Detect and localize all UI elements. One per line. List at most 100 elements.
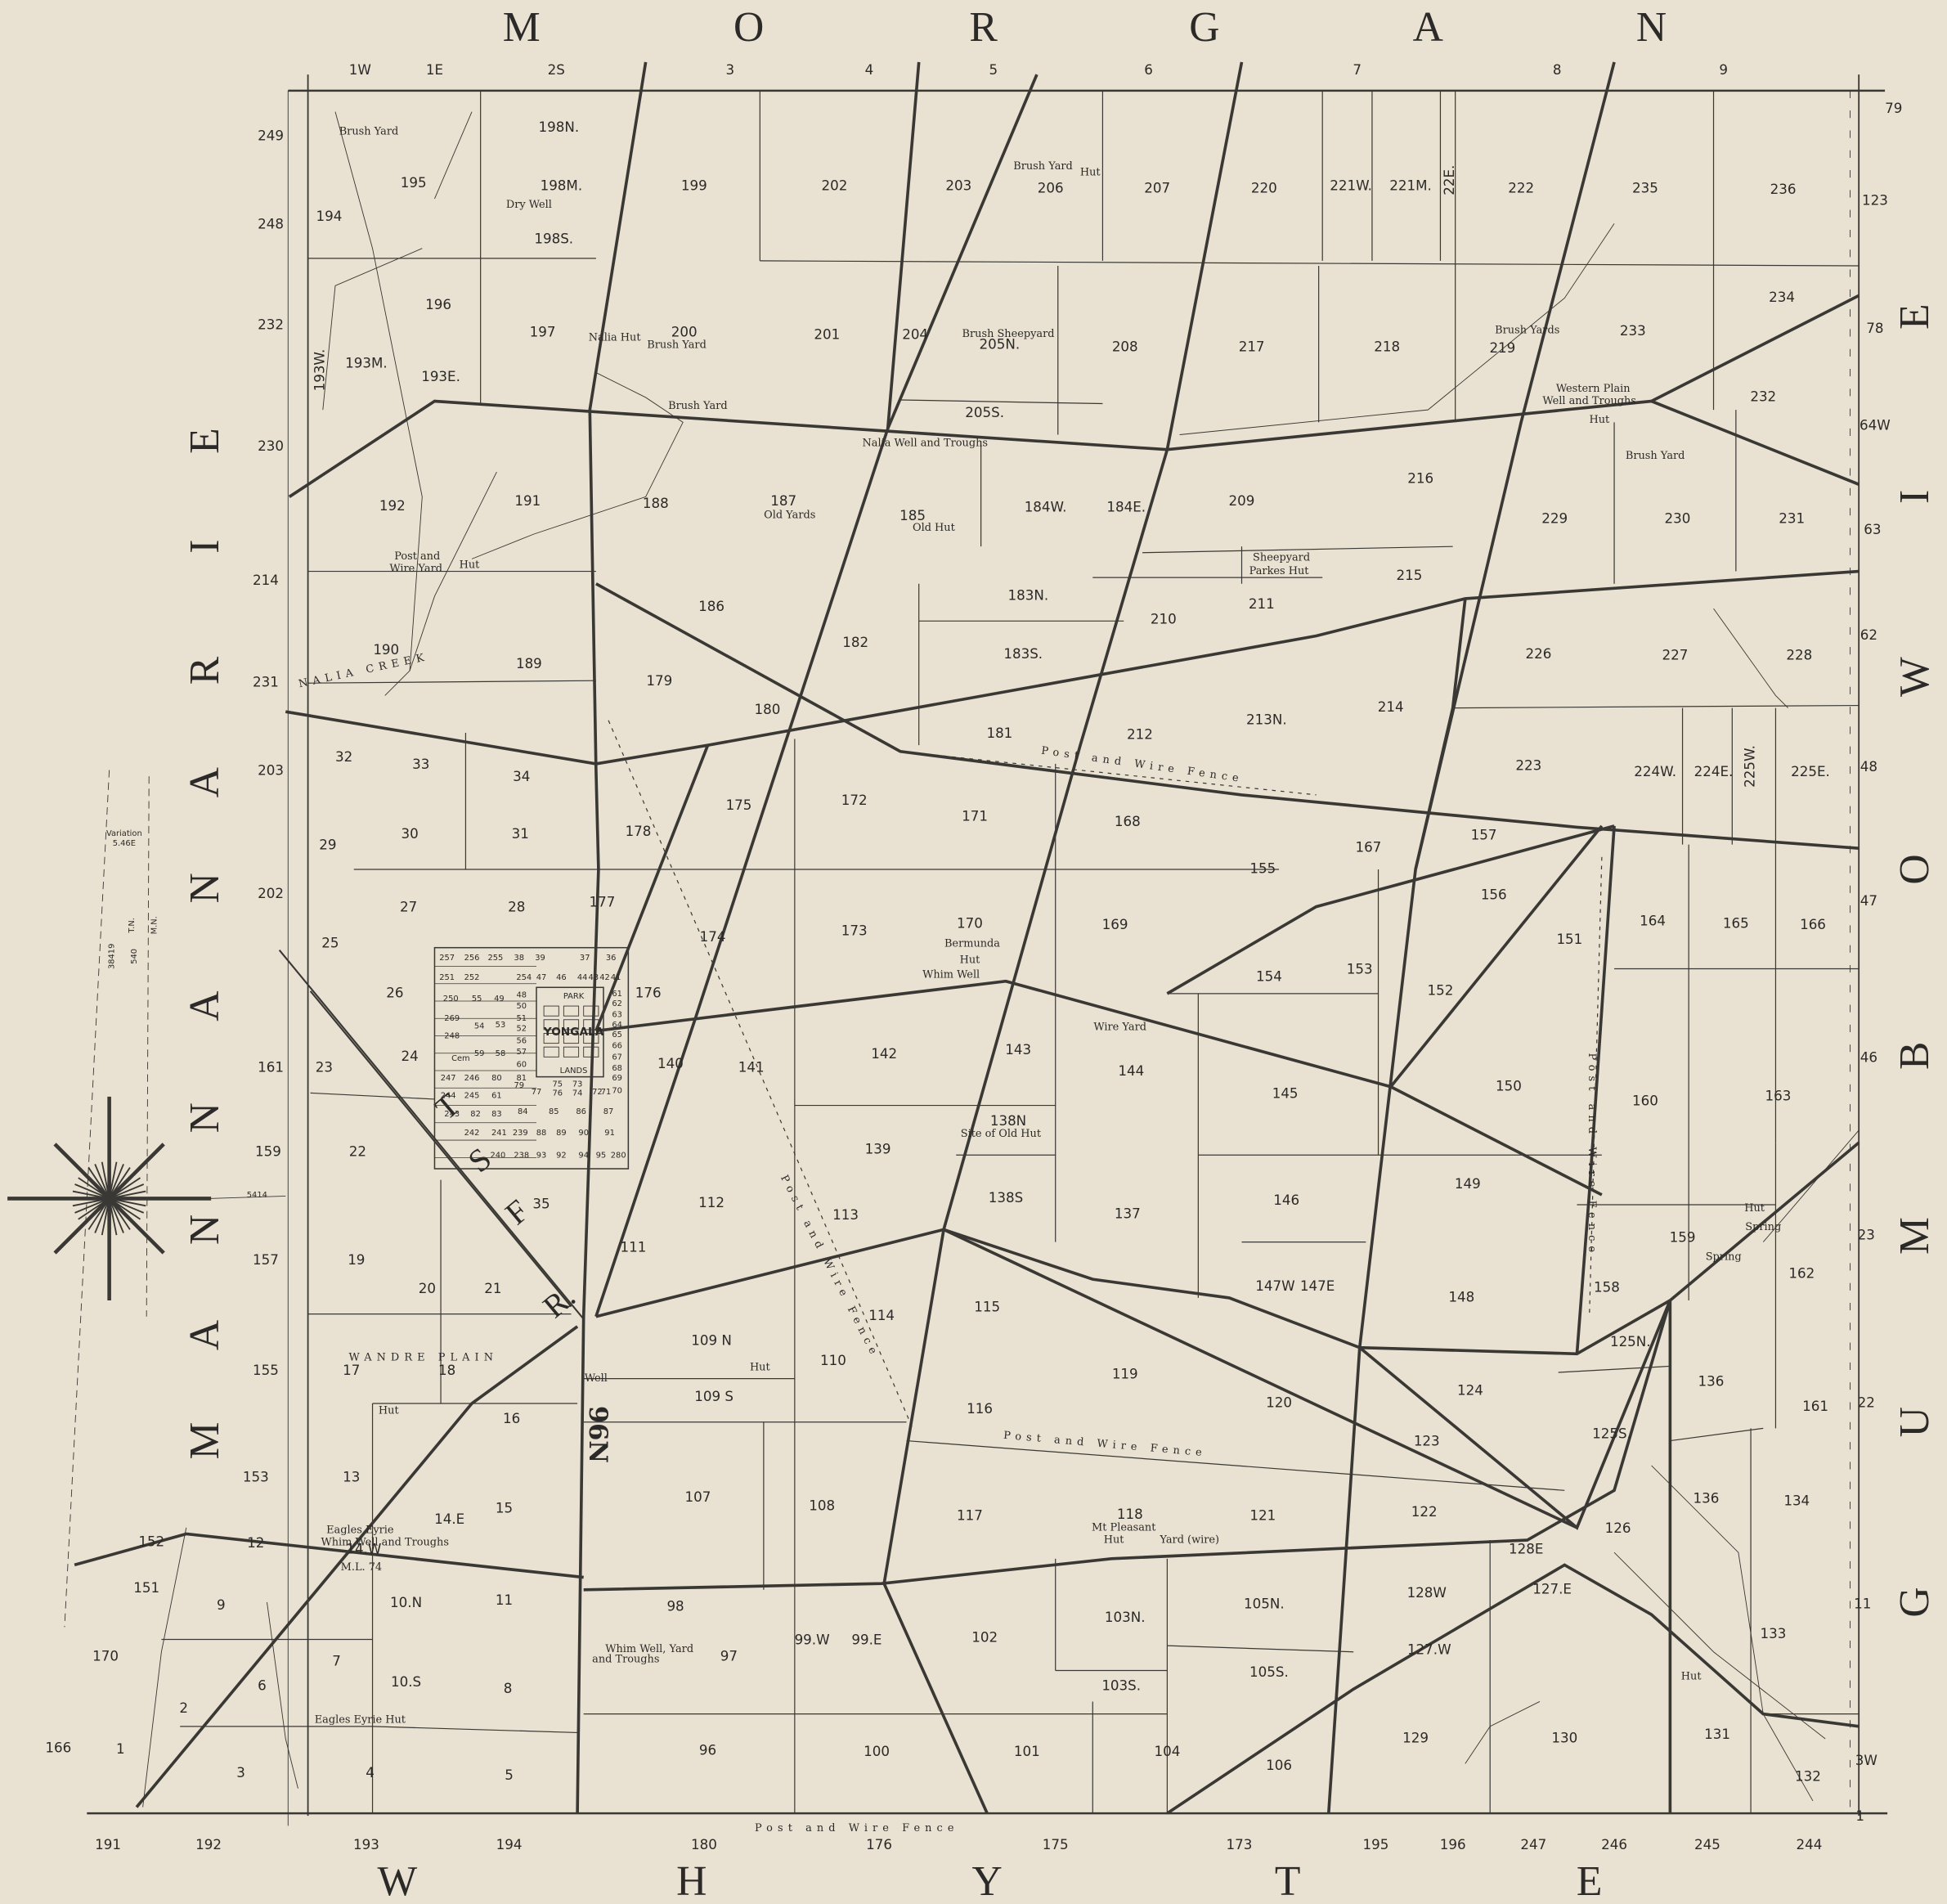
parcel-number: 163 xyxy=(1765,1087,1792,1103)
town-lot-number: 77 xyxy=(532,1088,542,1097)
section-number: 245 xyxy=(1694,1836,1720,1852)
parcel-number: 197 xyxy=(530,323,556,339)
section-number: 166 xyxy=(45,1740,71,1756)
section-number: 22 xyxy=(1858,1394,1875,1411)
town-lot-number: 94 xyxy=(578,1151,589,1160)
parcel-number: 2 xyxy=(179,1700,188,1716)
parcel-number: 155 xyxy=(1249,860,1276,877)
parcel-number: 147E xyxy=(1300,1278,1335,1294)
parcel-number: 202 xyxy=(821,177,847,193)
parcel-number: 35 xyxy=(532,1196,550,1212)
parcel-number: 33 xyxy=(412,756,429,772)
town-lot-number: 46 xyxy=(556,973,567,982)
border-letter: N xyxy=(182,1102,228,1133)
parcel-number: 173 xyxy=(841,922,868,938)
parcel-number: 134 xyxy=(1783,1492,1810,1508)
section-number: 231 xyxy=(253,674,279,690)
parcel-number: 172 xyxy=(841,792,868,808)
parcel-number: 104 xyxy=(1154,1743,1180,1759)
town-lot-number: 60 xyxy=(516,1060,527,1069)
parcel-number: 107 xyxy=(684,1489,711,1505)
parcel-number: 119 xyxy=(1112,1366,1138,1382)
section-number: 151 xyxy=(133,1579,159,1596)
place-label: Whim Well xyxy=(922,969,980,981)
section-number: 180 xyxy=(691,1836,717,1852)
section-number: 23 xyxy=(1858,1226,1875,1242)
section-number: 161 xyxy=(258,1058,284,1075)
town-lot-number: 250 xyxy=(443,995,459,1004)
town-lot-number: 59 xyxy=(474,1049,485,1058)
parcel-number: 233 xyxy=(1620,322,1646,339)
parcel-number: 183S. xyxy=(1003,645,1043,662)
town-lot-number: 248 xyxy=(444,1032,460,1041)
parcel-number: 114 xyxy=(868,1307,895,1323)
town-lot-number: 241 xyxy=(491,1129,507,1138)
compass-label: T.N. xyxy=(128,918,137,934)
parcel-number: 182 xyxy=(842,634,868,650)
town-lot-number: 51 xyxy=(516,1014,527,1023)
parcel-number: 214 xyxy=(1378,698,1404,715)
section-number: 176 xyxy=(866,1836,892,1852)
parcel-number: 193M. xyxy=(345,354,388,370)
parcel-number: 231 xyxy=(1779,510,1805,526)
place-label: Post and xyxy=(394,550,440,563)
border-letter: N xyxy=(1636,4,1667,51)
parcel-number: 198M. xyxy=(541,177,583,193)
town-lot-number: 247 xyxy=(441,1074,456,1083)
section-number: 8 xyxy=(1553,61,1562,78)
parcel-number: 235 xyxy=(1632,179,1658,195)
compass-label: M.N. xyxy=(150,916,159,934)
place-label: Hut xyxy=(1589,414,1610,426)
place-label: Nalia Well and Troughs xyxy=(863,438,988,450)
section-number: 4 xyxy=(865,61,874,78)
parcel-number: 194 xyxy=(316,208,342,224)
section-number: 230 xyxy=(258,438,284,454)
section-number: 232 xyxy=(258,316,284,332)
parcel-number: 9 xyxy=(217,1596,226,1613)
town-lot-number: 245 xyxy=(464,1091,480,1100)
place-label: M.L. 74 xyxy=(341,1561,382,1574)
section-number: 193 xyxy=(353,1836,379,1852)
town-lot-number: 44 xyxy=(577,973,588,982)
town-lot-number: 52 xyxy=(516,1024,527,1033)
parcel-number: 166 xyxy=(1800,916,1826,932)
parcel-number: 138S xyxy=(989,1189,1023,1206)
town-lot-number: 89 xyxy=(556,1129,567,1138)
parcel-number: 181 xyxy=(986,725,1012,741)
parcel-number: 169 xyxy=(1102,916,1128,932)
parcel-number: 11 xyxy=(496,1592,513,1608)
parcel-number: 30 xyxy=(401,825,418,842)
town-lot-number: 251 xyxy=(439,973,455,982)
town-lot-number: 41 xyxy=(611,973,621,982)
parcel-number: 216 xyxy=(1407,470,1433,487)
place-label: Hut xyxy=(1681,1671,1703,1683)
place-label: Wire Yard xyxy=(389,563,442,575)
parcel-number: 219 xyxy=(1489,339,1515,356)
parcel-number: 229 xyxy=(1541,510,1568,526)
section-number: 247 xyxy=(1520,1836,1546,1852)
parcel-number: 26 xyxy=(386,984,403,1000)
parcel-number: 186 xyxy=(698,598,725,614)
town-lot-number: 70 xyxy=(612,1086,622,1095)
parcel-number: 6 xyxy=(258,1677,267,1694)
parcel-number: 221W. xyxy=(1330,177,1372,193)
parcel-number: 28 xyxy=(508,899,525,915)
parcel-number: 236 xyxy=(1770,181,1797,197)
town-lot-number: 239 xyxy=(513,1129,528,1138)
town-lot-number: 240 xyxy=(491,1151,506,1160)
section-number: 1 xyxy=(1855,1807,1864,1824)
parcel-number: 21 xyxy=(484,1280,501,1296)
town-lot-number: 246 xyxy=(464,1074,480,1083)
parcel-number: 4 xyxy=(366,1764,375,1781)
compass-label: Variation xyxy=(106,829,142,838)
town-lot-number: 255 xyxy=(487,954,503,963)
parcel-number: 148 xyxy=(1448,1288,1474,1305)
section-number: 173 xyxy=(1227,1836,1253,1852)
town-lot-number: 257 xyxy=(439,954,455,963)
parcel-number: 192 xyxy=(379,497,406,514)
parcel-number: 221M. xyxy=(1389,177,1432,193)
border-letter: B xyxy=(1891,1042,1938,1070)
parcel-number: 154 xyxy=(1256,968,1282,985)
town-lot-number: 36 xyxy=(606,954,617,963)
parcel-number: 118 xyxy=(1117,1506,1143,1522)
